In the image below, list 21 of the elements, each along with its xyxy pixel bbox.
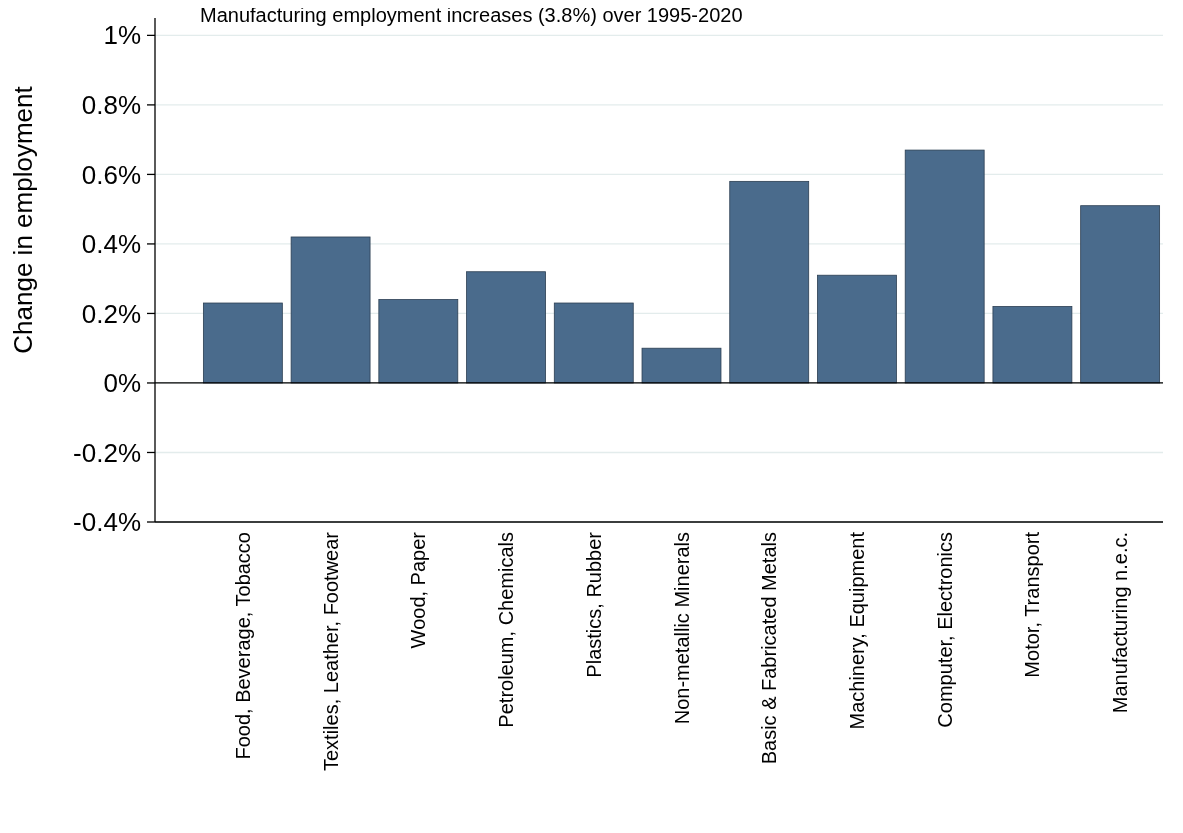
y-tick-label: 1%	[103, 20, 141, 51]
y-axis-title: Change in employment	[8, 85, 38, 354]
x-tick-label: Machinery, Equipment	[845, 531, 868, 730]
y-tick-label: 0.2%	[81, 298, 141, 329]
x-tick-label: Basic & Fabricated Metals	[758, 532, 781, 765]
x-tick-label: Motor, Transport	[1021, 531, 1044, 678]
x-tick-label: Textiles, Leather, Footwear	[319, 531, 342, 772]
y-tick-label: 0.8%	[81, 90, 141, 120]
y-tick-label: -0.4%	[73, 507, 141, 538]
x-tick-label: Food, Beverage, Tobacco	[231, 532, 254, 760]
y-tick-label: 0%	[103, 368, 141, 399]
x-tick-label: Non-metallic Minerals	[670, 532, 693, 725]
x-tick-label: Wood, Paper	[407, 531, 430, 649]
y-tick-label: -0.2%	[73, 437, 141, 468]
y-tick-label: 0.6%	[81, 159, 141, 190]
chart-title: Manufacturing employment increases (3.8%) over 1995-2020	[200, 4, 743, 26]
x-tick-label: Manufacturing n.e.c.	[1109, 532, 1132, 714]
x-tick-label: Petroleum, Chemicals	[495, 532, 518, 728]
x-tick-label: Computer, Electronics	[933, 532, 956, 728]
y-tick-label: 0.4%	[81, 229, 141, 260]
x-tick-label: Plastics, Rubber	[582, 531, 605, 678]
